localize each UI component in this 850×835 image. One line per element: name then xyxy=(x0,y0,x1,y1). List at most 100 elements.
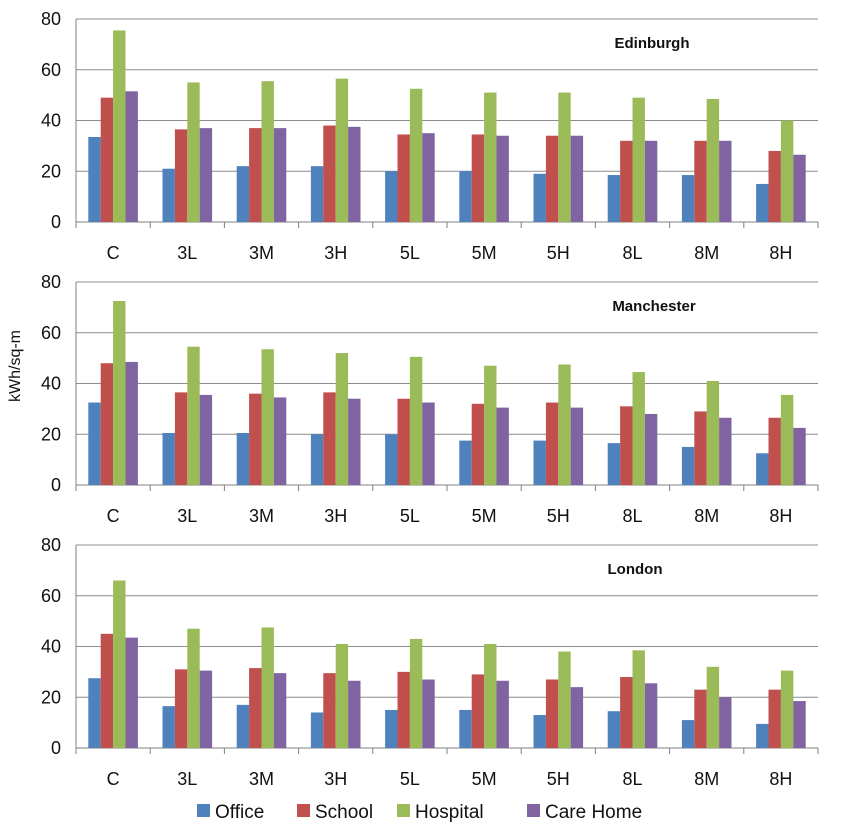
bar-care-home xyxy=(125,637,138,748)
bar-office xyxy=(88,402,101,485)
x-tick-label: 8L xyxy=(622,769,642,789)
x-tick-label: 5M xyxy=(472,506,497,526)
bar-care-home xyxy=(125,91,138,222)
bar-care-home xyxy=(348,126,361,222)
bar-care-home xyxy=(348,680,361,748)
x-tick-label: C xyxy=(107,769,120,789)
bar-school xyxy=(323,125,336,222)
bar-school xyxy=(620,406,633,485)
x-tick-label: 3L xyxy=(177,769,197,789)
bar-school xyxy=(100,97,114,222)
bar-care-home xyxy=(793,701,806,748)
bar-care-home xyxy=(199,128,213,222)
bar-care-home xyxy=(496,407,509,485)
x-tick-label: 3L xyxy=(177,243,197,263)
bar-hospital xyxy=(780,120,794,222)
bar-care-home xyxy=(273,397,287,485)
legend-swatch-school xyxy=(297,804,310,817)
x-tick-label: 5L xyxy=(400,243,420,263)
x-tick-label: 3H xyxy=(324,506,347,526)
x-tick-label: 5M xyxy=(472,769,497,789)
bar-office xyxy=(756,183,769,222)
x-tick-label: 8H xyxy=(769,506,792,526)
bar-office xyxy=(459,709,472,748)
bar-care-home xyxy=(496,680,509,748)
bar-school xyxy=(545,679,559,748)
bar-care-home xyxy=(125,361,138,485)
y-tick-label: 0 xyxy=(51,738,61,758)
x-tick-label: C xyxy=(107,243,120,263)
y-tick-label: 80 xyxy=(41,9,61,29)
bar-hospital xyxy=(780,670,794,748)
y-tick-label: 80 xyxy=(41,535,61,555)
bar-office xyxy=(385,171,398,222)
bar-school xyxy=(174,669,188,748)
y-tick-label: 20 xyxy=(41,424,61,444)
x-tick-label: 5L xyxy=(400,769,420,789)
x-tick-label: 3H xyxy=(324,243,347,263)
x-tick-label: 5H xyxy=(547,506,570,526)
bar-hospital xyxy=(261,349,274,485)
bar-school xyxy=(397,671,410,748)
y-tick-label: 40 xyxy=(41,374,61,394)
bar-school xyxy=(471,134,485,222)
bar-hospital xyxy=(335,78,349,222)
bar-office xyxy=(681,720,695,748)
bar-hospital xyxy=(187,628,200,748)
bar-office xyxy=(236,432,250,485)
x-tick-label: 3M xyxy=(249,243,274,263)
bar-school xyxy=(694,411,707,485)
bar-school xyxy=(620,676,633,748)
x-tick-label: 3H xyxy=(324,769,347,789)
bar-school xyxy=(323,673,336,748)
bar-hospital xyxy=(484,643,497,748)
bar-care-home xyxy=(793,427,806,485)
bar-care-home xyxy=(793,154,806,222)
bar-school xyxy=(397,134,410,222)
bar-hospital xyxy=(558,364,571,485)
bar-office xyxy=(533,715,546,748)
y-tick-label: 80 xyxy=(41,272,61,292)
bar-office xyxy=(310,712,324,748)
bar-office xyxy=(310,166,324,222)
bar-hospital xyxy=(261,81,274,222)
x-tick-label: 8M xyxy=(694,769,719,789)
bar-care-home xyxy=(422,679,435,748)
panel-title: London xyxy=(608,561,663,578)
x-tick-label: 8L xyxy=(622,243,642,263)
bar-school xyxy=(249,393,262,485)
bar-office xyxy=(236,704,250,748)
bar-care-home xyxy=(348,398,361,485)
x-tick-label: 3L xyxy=(177,506,197,526)
bar-office xyxy=(385,709,398,748)
bar-care-home xyxy=(199,394,213,485)
bar-hospital xyxy=(261,627,274,748)
bar-office xyxy=(756,723,769,748)
bar-school xyxy=(397,398,410,485)
bar-hospital xyxy=(484,365,497,485)
x-tick-label: 3M xyxy=(249,506,274,526)
bar-care-home xyxy=(496,135,509,222)
x-tick-label: C xyxy=(107,506,120,526)
bar-care-home xyxy=(719,697,732,748)
y-tick-label: 60 xyxy=(41,323,61,343)
bar-school xyxy=(471,674,485,748)
x-tick-label: 5L xyxy=(400,506,420,526)
bar-school xyxy=(768,417,781,485)
bar-school xyxy=(323,392,336,485)
bar-care-home xyxy=(199,670,213,748)
bar-school xyxy=(768,150,781,222)
bar-office xyxy=(162,706,175,748)
legend-swatch-office xyxy=(197,804,210,817)
bar-school xyxy=(768,689,781,748)
panel-title: Edinburgh xyxy=(615,35,690,52)
bar-office xyxy=(162,432,175,485)
legend-swatch-care-home xyxy=(527,804,540,817)
bar-hospital xyxy=(113,301,126,485)
bar-hospital xyxy=(335,643,349,748)
bar-care-home xyxy=(719,417,732,485)
bar-office xyxy=(459,171,472,222)
bar-office xyxy=(681,175,695,222)
